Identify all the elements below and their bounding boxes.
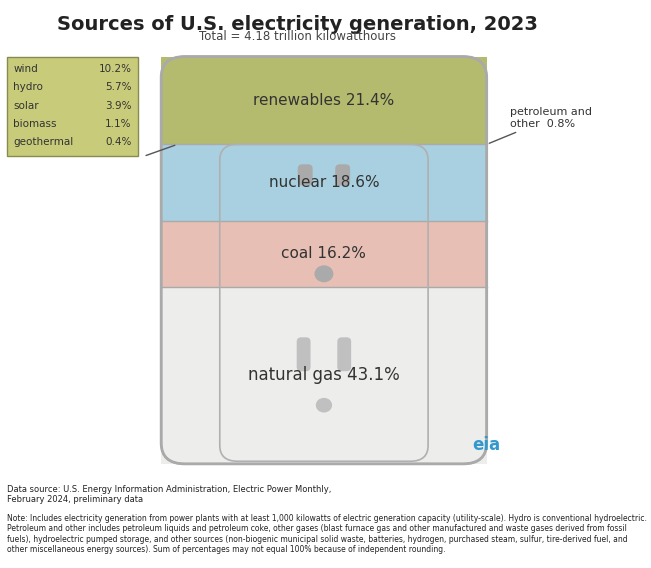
Text: natural gas 43.1%: natural gas 43.1% <box>248 366 400 385</box>
Text: 10.2%: 10.2% <box>98 64 132 74</box>
Text: renewables 21.4%: renewables 21.4% <box>253 93 395 108</box>
Text: nuclear 18.6%: nuclear 18.6% <box>269 175 380 190</box>
Circle shape <box>315 266 333 282</box>
Text: biomass: biomass <box>13 119 57 129</box>
Text: Sources of U.S. electricity generation, 2023: Sources of U.S. electricity generation, … <box>57 15 538 34</box>
Text: solar: solar <box>13 101 39 111</box>
Text: coal 16.2%: coal 16.2% <box>281 247 367 261</box>
FancyBboxPatch shape <box>335 164 350 186</box>
Text: wind: wind <box>13 64 38 74</box>
FancyBboxPatch shape <box>161 287 487 464</box>
Text: Total = 4.18 trillion kilowatthours: Total = 4.18 trillion kilowatthours <box>199 30 396 43</box>
Text: 1.1%: 1.1% <box>105 119 132 129</box>
Text: 0.4%: 0.4% <box>105 137 132 147</box>
FancyBboxPatch shape <box>161 220 487 287</box>
Text: 5.7%: 5.7% <box>105 82 132 93</box>
Text: hydro: hydro <box>13 82 43 93</box>
Text: Data source: U.S. Energy Information Administration, Electric Power Monthly,
Feb: Data source: U.S. Energy Information Adm… <box>7 485 331 504</box>
Text: 3.9%: 3.9% <box>105 101 132 111</box>
FancyBboxPatch shape <box>161 144 487 220</box>
FancyBboxPatch shape <box>161 57 487 144</box>
FancyBboxPatch shape <box>337 337 351 371</box>
Circle shape <box>316 399 331 412</box>
Text: geothermal: geothermal <box>13 137 74 147</box>
FancyBboxPatch shape <box>298 164 312 186</box>
Text: Note: Includes electricity generation from power plants with at least 1,000 kilo: Note: Includes electricity generation fr… <box>7 514 647 554</box>
FancyBboxPatch shape <box>7 57 137 156</box>
Text: petroleum and
other  0.8%: petroleum and other 0.8% <box>490 107 592 143</box>
Text: eia: eia <box>473 436 501 454</box>
FancyBboxPatch shape <box>297 337 311 371</box>
